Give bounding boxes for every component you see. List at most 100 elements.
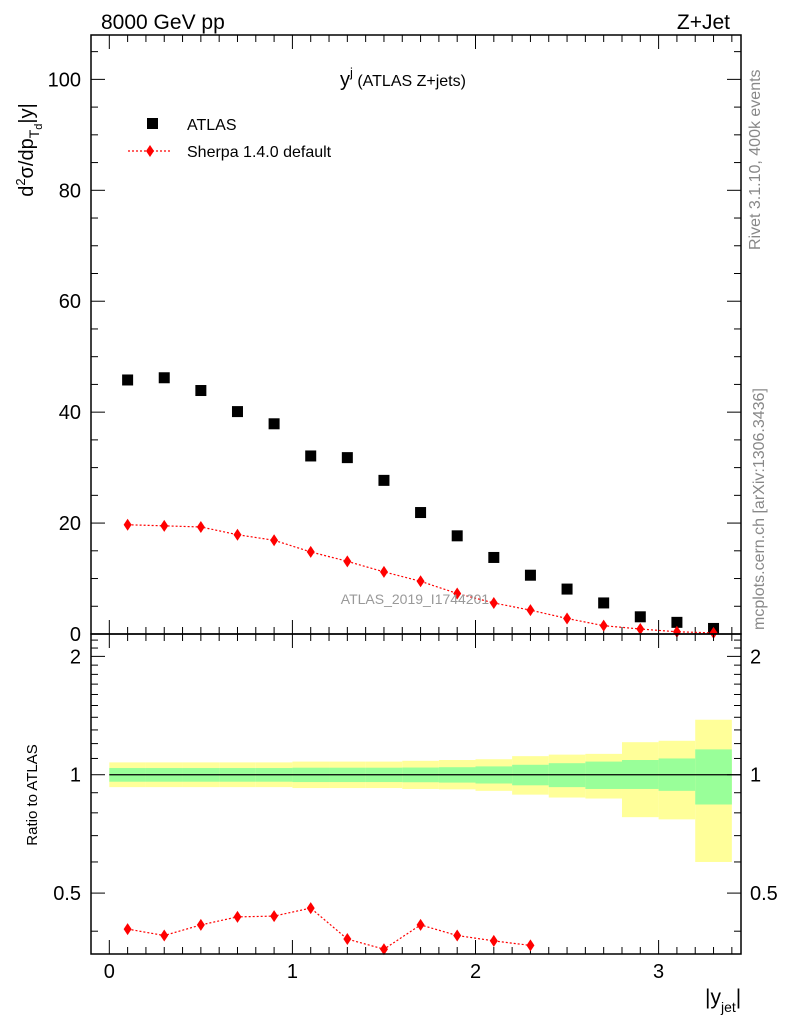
atlas-point [524,569,536,581]
sherpa-point [233,528,242,541]
ratio-tick-label-right: 1 [750,765,761,787]
ratio-sherpa-point [379,943,388,956]
legend-sherpa-marker [146,145,154,157]
ratio-sherpa-point [306,902,315,915]
ratio-sherpa-point [160,929,169,942]
ratio-panel: 0 1 2 3 0.5 0.5 1 1 2 2 Ratio to ATLAS [24,633,778,983]
xlabel-end: | [736,986,741,1009]
ratio-sherpa-point [526,939,535,952]
x-tick-label: 1 [287,961,298,983]
y-tick-label: 60 [59,291,81,313]
sherpa-point [709,626,718,639]
ratio-tick-labels: 0 1 2 3 0.5 0.5 1 1 2 2 [53,646,778,983]
sherpa-point [416,575,425,588]
ylabel-sigma: σ/dp [16,138,38,178]
ylabel-dsub: d [33,124,45,130]
ratio-tick-label-left: 0.5 [53,883,81,905]
sherpa-point [526,604,535,617]
beam-label: 8000 GeV pp [101,11,225,34]
atlas-point [305,450,317,462]
main-panel: 0 20 40 60 80 100 yj (ATLAS Z+jets) ATLAS_201… [13,34,742,646]
ylabel-d: d [16,186,38,197]
legend-atlas-marker [147,118,158,129]
y-tick-label: 80 [59,180,81,202]
main-data-layer [122,372,720,639]
sherpa-point [270,534,279,547]
sherpa-point [563,612,572,625]
main-y-axis-label: d2σ/dpTd|y| [13,103,45,197]
ratio-tick-label-left: 2 [70,646,81,668]
atlas-point [268,418,280,430]
atlas-point [634,611,646,623]
sherpa-point [196,520,205,533]
sherpa-point [453,587,462,600]
ratio-tick-label-right: 0.5 [750,883,778,905]
sherpa-point [379,565,388,578]
mcplots-label: mcplots.cern.ch [arXiv:1306.3436] [751,388,768,630]
y-tick-label: 20 [59,513,81,535]
atlas-point [415,507,427,519]
y-tick-label: 0 [70,624,81,646]
x-tick-label: 2 [470,961,481,983]
title-main: y [340,69,350,91]
atlas-point [378,474,390,486]
sherpa-point [123,518,132,531]
atlas-point [451,530,463,542]
ylabel-abs: |y| [16,103,38,123]
atlas-point [598,597,610,609]
atlas-point [561,583,573,595]
ratio-sherpa-point [196,918,205,931]
ylabel-sup: 2 [13,178,28,185]
ratio-sherpa-point [416,918,425,931]
ratio-sherpa-point [270,910,279,923]
sherpa-point [343,555,352,568]
analysis-watermark: ATLAS_2019_I1744201 [341,591,490,607]
sherpa-point [306,545,315,558]
sherpa-point [489,596,498,609]
sherpa-point [599,619,608,632]
ratio-frame [90,633,742,955]
rivet-label: Rivet 3.1.10, 400k events [747,69,764,250]
x-tick-label: 3 [653,961,664,983]
x-tick-label: 0 [104,961,115,983]
title-rest: (ATLAS Z+jets) [353,73,466,90]
xlabel-main: |y [705,986,721,1009]
legend-atlas-label: ATLAS [187,117,237,134]
ratio-tick-label-left: 1 [70,765,81,787]
atlas-point [122,374,134,386]
ratio-data-layer [123,902,535,956]
ratio-y-axis-label: Ratio to ATLAS [24,744,41,845]
ratio-sherpa-point [453,929,462,942]
ratio-sherpa-point [489,934,498,947]
ylabel-t: T [26,129,42,138]
main-tick-labels: 0 20 40 60 80 100 [48,69,81,646]
atlas-point [195,385,207,397]
atlas-point [488,551,500,563]
xlabel-sub: jet [720,999,736,1015]
plot-title: yj (ATLAS Z+jets) [340,65,466,91]
ratio-sherpa-point [343,933,352,946]
ratio-tick-label-right: 2 [750,646,761,668]
sherpa-point [672,625,681,638]
atlas-point [341,452,353,464]
y-tick-label: 40 [59,402,81,424]
sherpa-point [636,623,645,636]
atlas-point [231,406,243,418]
sherpa-point [160,519,169,532]
ratio-axis-ticks [90,634,741,954]
ratio-bands [109,719,741,862]
legend: ATLAS Sherpa 1.4.0 default [128,117,332,161]
ratio-sherpa-line [127,907,531,950]
sherpa-line [127,524,714,634]
y-tick-label: 100 [48,69,81,91]
process-label: Z+Jet [677,11,730,34]
ratio-sherpa-point [233,910,242,923]
ratio-sherpa-point [123,923,132,936]
ratio-band-inner [695,749,732,805]
legend-sherpa-label: Sherpa 1.4.0 default [187,144,332,161]
x-axis-label: |yjet| [705,986,741,1015]
atlas-point [671,616,683,628]
title-superscript: j [349,65,353,80]
atlas-point [158,372,170,384]
